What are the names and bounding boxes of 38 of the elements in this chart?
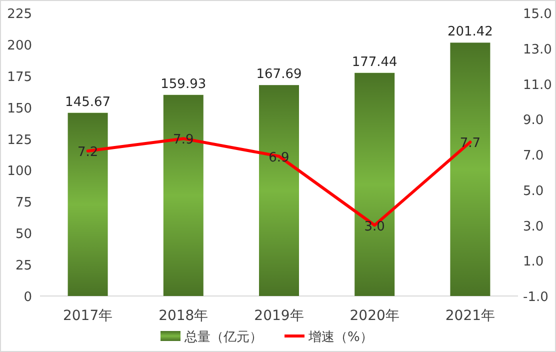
y2-tick-label: 9.0 xyxy=(523,113,544,128)
y2-tick-label: -1.0 xyxy=(523,290,548,305)
x-tick-label: 2019年 xyxy=(254,308,304,324)
data-label: 145.67 xyxy=(65,94,111,110)
data-label: 201.42 xyxy=(447,24,493,40)
x-tick-label: 2017年 xyxy=(62,308,113,324)
y2-tick-label: 1.0 xyxy=(523,254,544,270)
y2-tick-label: 13.0 xyxy=(523,42,552,58)
bar xyxy=(68,112,108,296)
y-tick-label: 200 xyxy=(7,38,32,54)
y2-tick-label: 3.0 xyxy=(523,219,544,234)
y-tick-label: 0 xyxy=(24,290,32,305)
y2-tick-label: 15.0 xyxy=(523,7,552,22)
y-tick-label: 225 xyxy=(7,7,32,22)
y2-tick-label: 7.0 xyxy=(523,148,544,164)
y-tick-label: 125 xyxy=(7,132,32,148)
y2-tick-label: 11.0 xyxy=(523,78,552,93)
y-tick-label: 100 xyxy=(7,164,32,180)
y-tick-label: 75 xyxy=(15,196,32,211)
bar xyxy=(450,42,490,296)
data-label: 3.0 xyxy=(364,219,385,234)
y-tick-label: 175 xyxy=(7,70,32,85)
x-tick-label: 2020年 xyxy=(350,308,400,324)
y-tick-label: 150 xyxy=(7,101,32,116)
data-label: 177.44 xyxy=(352,54,398,70)
x-tick-label: 2018年 xyxy=(158,308,208,324)
legend-label: 总量（亿元） xyxy=(184,330,262,345)
bar xyxy=(163,94,204,296)
y-tick-label: 25 xyxy=(15,258,32,274)
data-label: 167.69 xyxy=(256,67,302,82)
y2-tick-label: 5.0 xyxy=(523,184,544,199)
bar xyxy=(259,85,299,296)
x-tick-label: 2021年 xyxy=(445,308,496,324)
data-label: 159.93 xyxy=(160,76,206,92)
data-label: 7.2 xyxy=(77,144,98,160)
y-tick-label: 50 xyxy=(15,227,32,242)
legend-label: 增速（%） xyxy=(308,330,373,345)
bar xyxy=(354,72,395,296)
